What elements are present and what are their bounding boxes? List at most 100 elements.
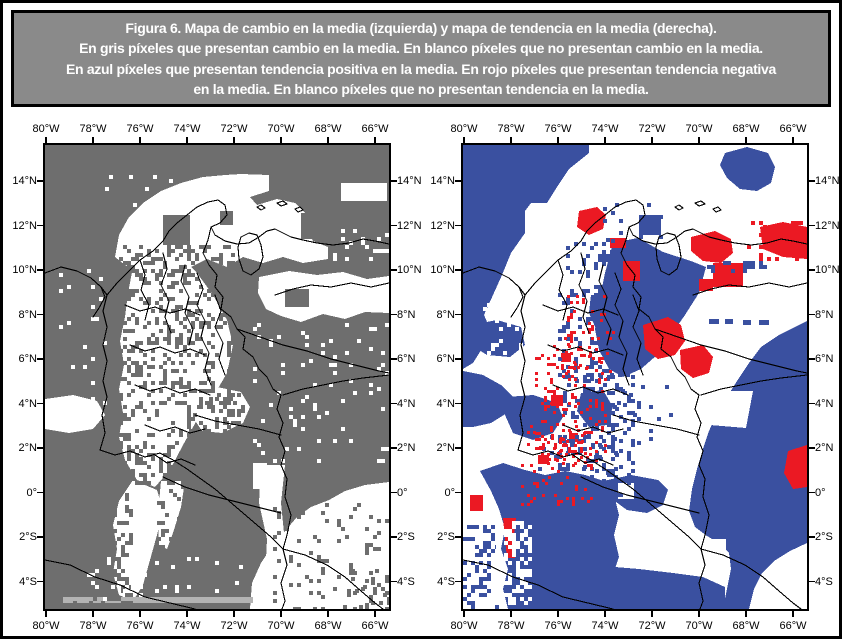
axis-tick [280,611,282,617]
axis-tick [37,402,43,405]
y-tick-label: 2°N [815,442,834,454]
x-tick-label: 80°W [32,123,60,135]
axis-tick [745,137,747,143]
y-tick-label: 8°N [18,308,37,321]
y-tick-label: 4°S [437,575,455,588]
map-trend-panel: 80°W 80°W 78°W 78°W 76°W 76°W 74°W 74°W 72°W 72°W… [430,123,839,632]
x-tick-label: 66°W [779,123,807,135]
x-tick-label: 78°W [497,123,525,135]
y-tick-label: 0° [26,486,37,499]
axis-tick [698,137,700,143]
y-tick-label: 4°S [815,575,833,588]
y-tick-label: 4°N [18,397,37,410]
x-tick-label: 66°W [779,619,807,632]
axis-tick [37,313,43,316]
y-tick-label: 2°S [815,531,833,543]
map-change-plot [45,145,389,609]
y-tick-label: 0° [815,486,826,499]
y-tick-label: 4°N [397,397,416,410]
axis-tick [651,137,653,143]
axis-tick [92,137,94,143]
axis-tick [809,491,815,494]
axis-tick [391,536,397,538]
x-tick-label: 78°W [79,619,107,632]
axis-tick [455,491,461,494]
x-tick-label: 74°W [173,123,201,135]
x-tick-label: 72°W [638,123,666,135]
y-tick-label: 12°N [430,219,455,232]
y-tick-label: 10°N [12,264,37,276]
x-tick-label: 76°W [544,123,572,135]
x-tick-label: 76°W [544,619,572,632]
x-tick-label: 78°W [497,619,525,632]
axis-tick [186,137,188,143]
axis-tick [139,137,141,143]
axis-tick [792,137,794,143]
axis-tick [557,137,559,143]
axis-tick [37,580,43,583]
axis-tick [792,611,794,617]
axis-tick [37,491,43,494]
axis-tick [391,224,397,227]
axis-tick [233,611,235,617]
y-tick-label: 6°N [18,353,37,365]
map-change-panel: 80°W 80°W 78°W 78°W 76°W 76°W 74°W 74°W 72°W 72°W… [12,123,421,632]
map-trend-plot [463,145,807,609]
axis-tick [391,402,397,405]
axis-tick [455,313,461,316]
axis-tick [455,402,461,405]
axis-tick [327,137,329,143]
y-tick-label: 14°N [815,175,840,187]
y-tick-label: 2°S [437,531,455,543]
x-tick-label: 68°W [732,123,760,135]
x-tick-label: 80°W [450,123,478,135]
y-tick-label: 0° [397,486,408,499]
axis-tick [45,611,47,617]
axis-tick [455,580,461,583]
caption-label: Figura 6. [125,20,182,36]
y-tick-label: 14°N [12,175,37,187]
y-tick-label: 2°N [18,442,37,454]
axis-tick [809,224,815,227]
axis-tick [651,611,653,617]
axis-tick [604,611,606,617]
y-tick-label: 8°N [815,308,834,321]
figure-caption: Figura 6. Mapa de cambio en la media (iz… [11,10,831,108]
y-tick-label: 6°N [436,353,455,365]
axis-tick [455,224,461,227]
axis-tick [698,611,700,617]
x-tick-label: 74°W [173,619,201,632]
caption-body: Mapa de cambio en la media (izquierda) y… [65,20,776,97]
axis-tick [233,137,235,143]
x-tick-label: 68°W [732,619,760,632]
y-tick-label: 12°N [397,219,422,232]
axis-tick [37,180,43,182]
axis-tick [139,611,141,617]
y-tick-label: 6°N [815,353,834,365]
axis-tick [391,313,397,316]
x-tick-label: 72°W [220,123,248,135]
y-tick-label: 12°N [12,219,37,232]
axis-tick [391,358,397,360]
y-tick-label: 10°N [430,264,455,276]
x-tick-label: 70°W [685,619,713,632]
axis-tick [391,269,397,271]
axis-tick [809,402,815,405]
y-tick-label: 14°N [430,175,455,187]
x-tick-label: 70°W [267,123,295,135]
axis-tick [557,611,559,617]
axis-tick [809,180,815,182]
axis-tick [510,611,512,617]
axis-tick [463,611,465,617]
axis-tick [604,137,606,143]
y-tick-label: 4°S [19,575,37,588]
x-tick-label: 74°W [591,123,619,135]
y-tick-label: 2°S [397,531,415,543]
axis-tick [455,536,461,538]
axis-tick [37,224,43,227]
x-tick-label: 66°W [361,123,389,135]
y-tick-label: 4°N [436,397,455,410]
axis-tick [280,137,282,143]
y-tick-label: 12°N [815,219,840,232]
